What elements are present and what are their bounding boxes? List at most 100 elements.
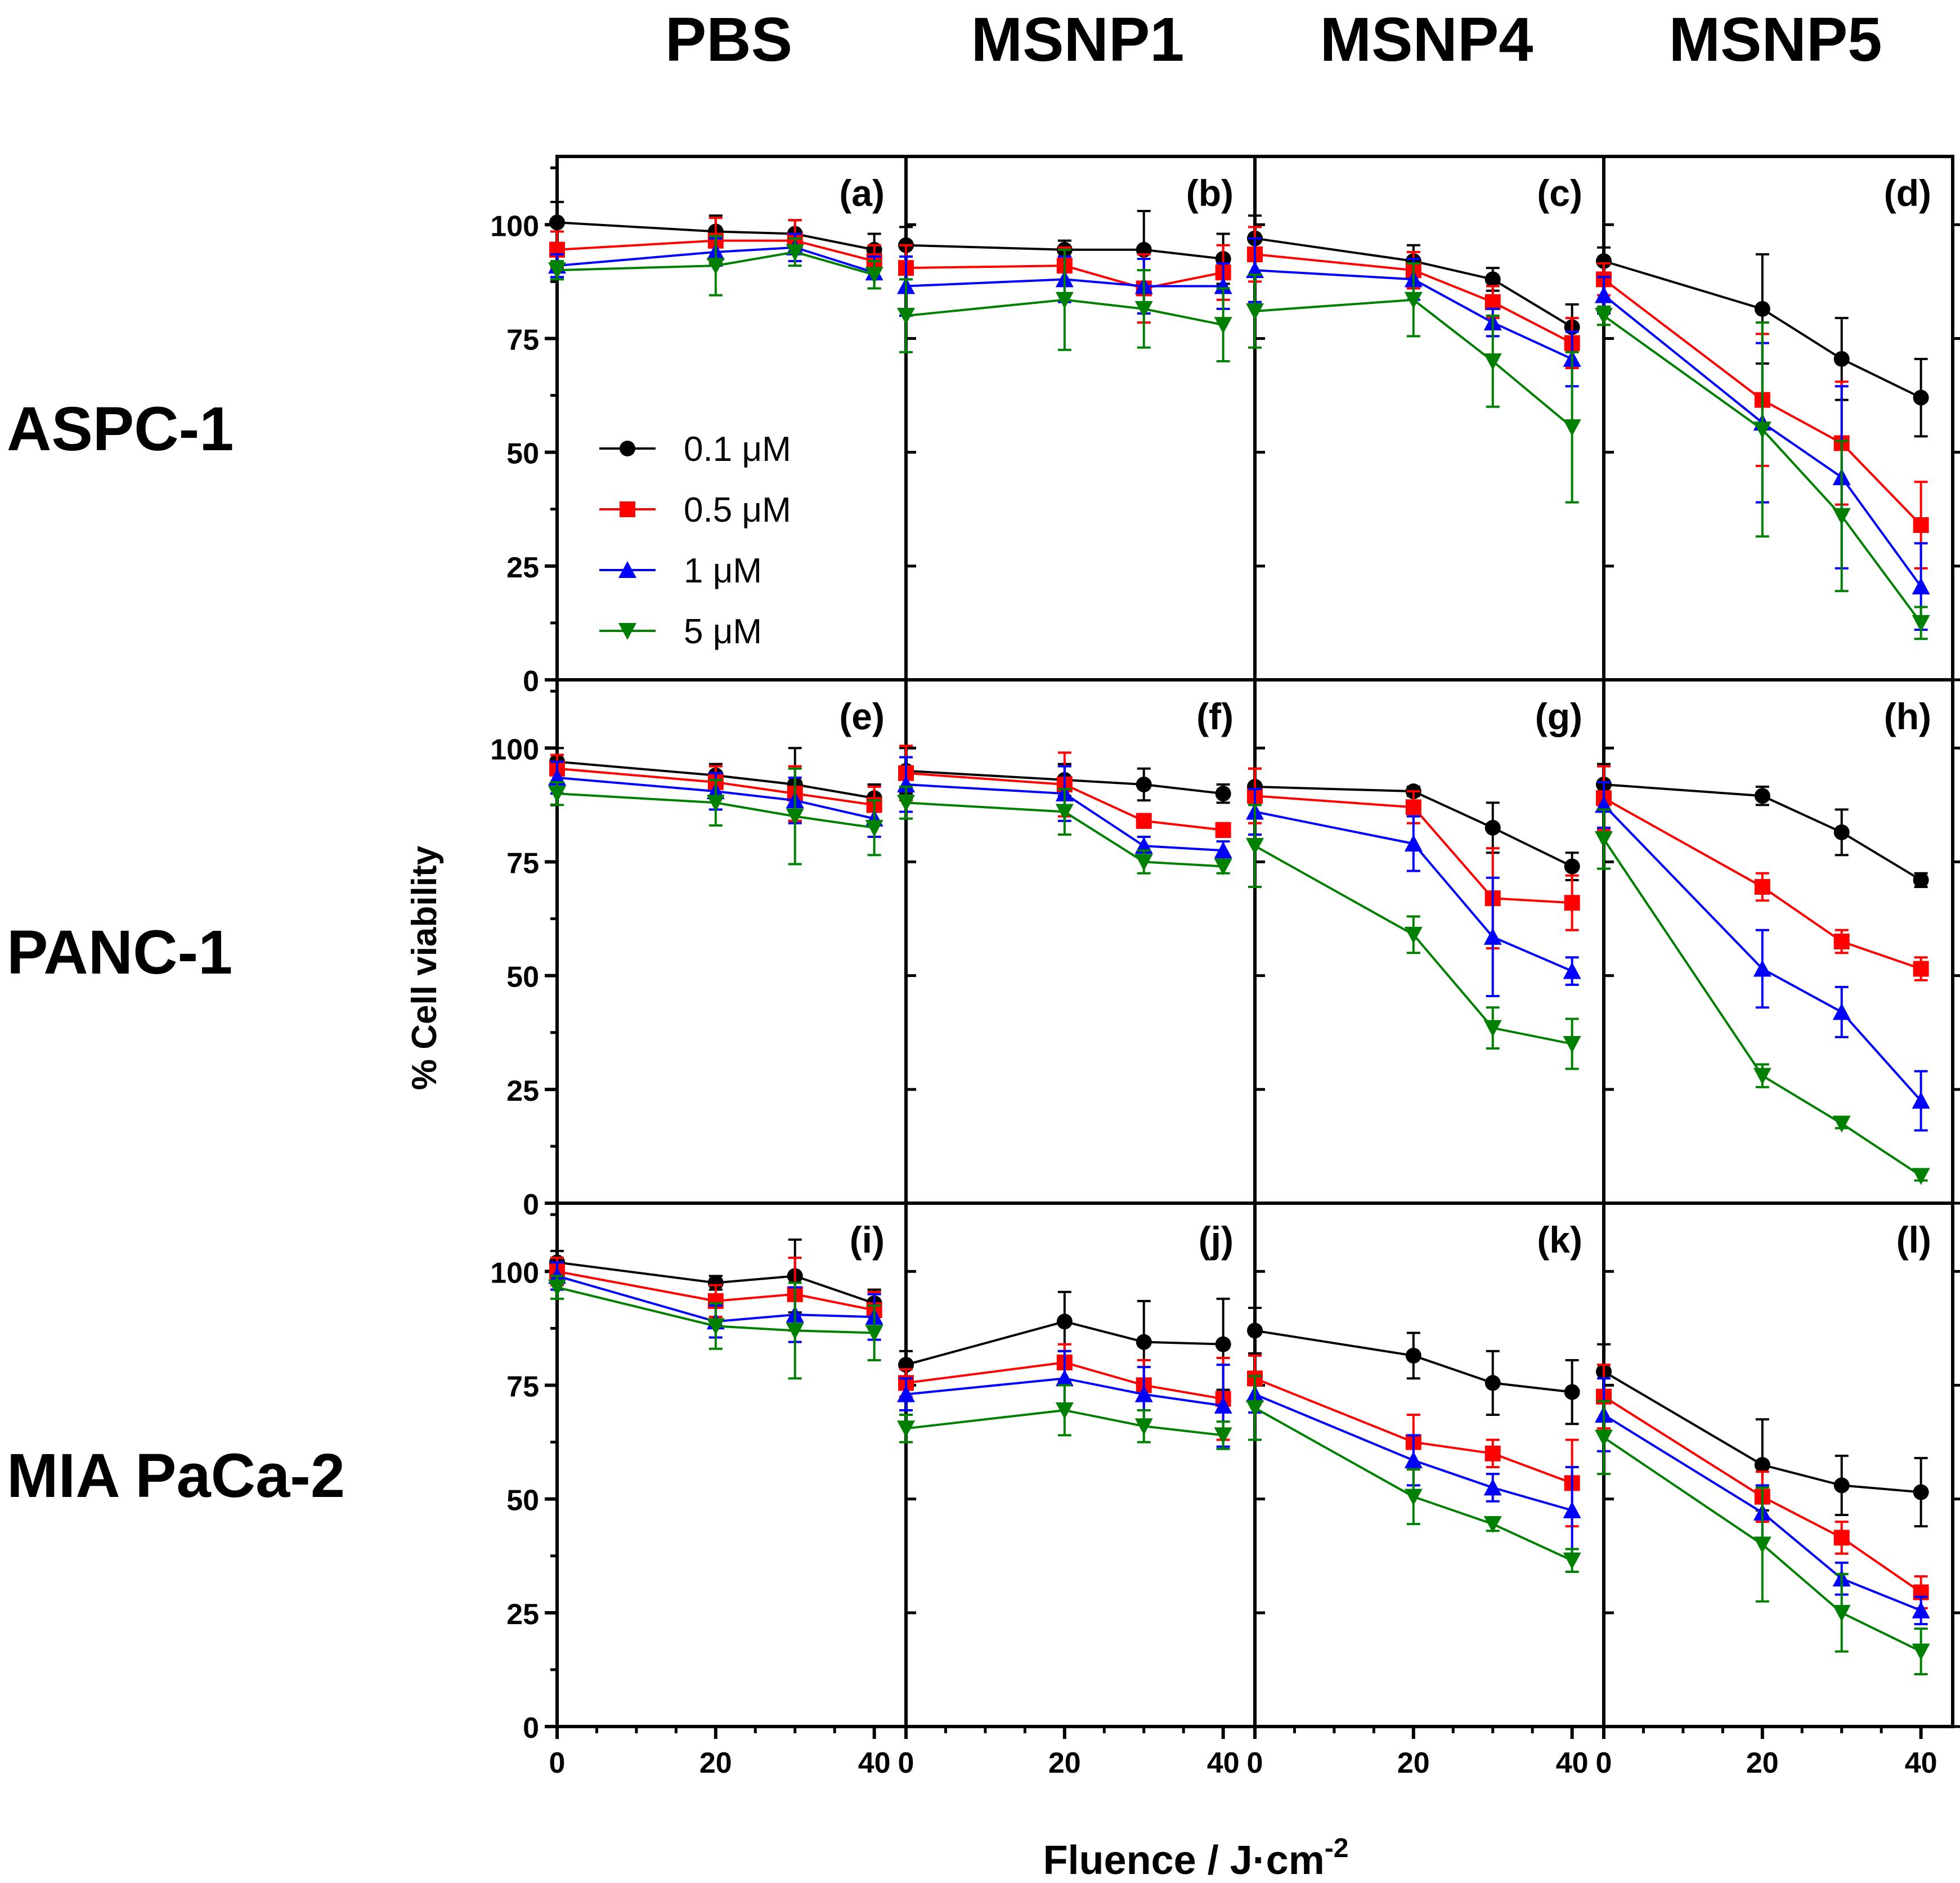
panel-label: (a): [839, 172, 885, 214]
legend-label: 5 μM: [684, 612, 762, 651]
data-point: [1832, 1115, 1851, 1133]
x-tick-label: 40: [858, 1747, 891, 1779]
panel-frame: [1253, 678, 1605, 1205]
x-tick-label: 0: [549, 1747, 566, 1779]
series-3: [548, 1275, 883, 1380]
series-line: [1603, 278, 1922, 526]
x-tick-label: 0: [898, 1747, 914, 1779]
panel-l: 0 20 40 (l): [1595, 1201, 1960, 1779]
panel-j: 0 20 40 (j): [897, 1201, 1257, 1779]
column-title-msnp1: MSNP1: [971, 5, 1185, 74]
data-point: [1595, 286, 1613, 303]
data-point: [1055, 1402, 1074, 1419]
data-point: [786, 244, 804, 261]
series-line: [557, 1270, 875, 1312]
legend-marker: [618, 623, 636, 640]
data-point: [706, 795, 725, 812]
x-tick-label: 40: [1556, 1747, 1589, 1779]
data-point: [1913, 1484, 1929, 1500]
series-line: [905, 1409, 1223, 1437]
data-point: [1833, 824, 1850, 840]
panel-h: (h): [1595, 678, 1960, 1205]
panel-frame: [1602, 1201, 1954, 1728]
y-tick-label: 25: [506, 552, 539, 584]
series-line: [557, 246, 875, 274]
series-line: [557, 1275, 874, 1323]
series-0: [1247, 1307, 1580, 1425]
series-line: [905, 1361, 1223, 1400]
series-line: [1603, 804, 1922, 1102]
series-3: [1246, 1375, 1581, 1573]
panel-label: (l): [1896, 1219, 1931, 1261]
column-title-pbs: PBS: [665, 5, 792, 74]
panel-label: (g): [1535, 696, 1582, 737]
series-line: [1254, 1407, 1573, 1562]
data-point: [1754, 1457, 1770, 1473]
series-1: [898, 745, 1231, 838]
data-point: [1136, 813, 1152, 829]
series-line: [905, 1377, 1223, 1407]
data-point: [706, 258, 725, 275]
series-0: [1247, 767, 1580, 881]
series-3: [548, 235, 883, 297]
series-line: [1603, 1436, 1922, 1653]
x-tick-label: 20: [1048, 1747, 1081, 1779]
series-line: [557, 250, 875, 276]
data-point: [1214, 317, 1232, 334]
panel-frame: [904, 155, 1257, 682]
data-point: [1134, 301, 1153, 318]
series-line: [557, 1286, 874, 1334]
data-point: [1484, 1375, 1501, 1391]
panel-d: (d): [1595, 155, 1960, 682]
data-point: [1404, 1489, 1423, 1506]
data-point: [548, 1279, 566, 1297]
y-tick-label: 50: [506, 438, 539, 470]
data-point: [706, 1318, 725, 1335]
y-tick-label: 25: [506, 1075, 539, 1108]
panel-frame: [555, 155, 908, 682]
legend: 0.1 μM 0.5 μM 1 μM 5 μM: [599, 430, 791, 651]
data-point: [1404, 926, 1423, 944]
data-point: [1833, 1477, 1850, 1494]
panel-frame: [555, 678, 908, 1205]
data-point: [1596, 253, 1612, 269]
series-3: [897, 1384, 1232, 1450]
data-point: [1246, 1400, 1264, 1417]
data-point: [1214, 841, 1232, 859]
series-line: [1603, 783, 1922, 881]
series-line: [905, 783, 1223, 852]
data-point: [1247, 1322, 1263, 1339]
column-titles: PBS MSNP1 MSNP4 MSNP5: [665, 5, 1882, 74]
y-tick-label: 0: [523, 665, 539, 698]
data-point: [1913, 517, 1929, 533]
data-point: [865, 1325, 883, 1342]
series-line: [1254, 1329, 1572, 1393]
data-point: [1913, 961, 1929, 977]
data-point: [1483, 1020, 1502, 1037]
data-point: [548, 786, 566, 803]
series-line: [557, 792, 874, 829]
series-3: [897, 248, 1232, 362]
data-point: [1484, 294, 1501, 310]
panel-label: (e): [839, 696, 885, 737]
panels: 0 25 50 75 100 (a) (b) (c) (d) 0 25 50 75 100 (e) (f) (g…: [490, 155, 1960, 1779]
panel-frame: [1602, 678, 1954, 1205]
data-point: [1832, 508, 1851, 525]
panel-label: (i): [850, 1219, 885, 1261]
legend-label: 0.5 μM: [684, 491, 791, 530]
x-tick-label: 20: [1397, 1747, 1430, 1779]
panel-label: (d): [1884, 172, 1931, 214]
series-line: [1603, 315, 1922, 624]
data-point: [1215, 786, 1231, 802]
legend-label: 1 μM: [684, 552, 762, 590]
data-point: [1912, 577, 1930, 595]
panel-g: (g): [1246, 678, 1605, 1205]
data-point: [1912, 615, 1930, 632]
data-point: [1564, 1384, 1580, 1400]
legend-marker: [620, 501, 635, 517]
row-title-panc1: PANC-1: [7, 918, 232, 987]
data-point: [1484, 271, 1501, 288]
series-line: [557, 767, 874, 806]
data-point: [1753, 1068, 1771, 1085]
data-point: [1246, 838, 1264, 855]
